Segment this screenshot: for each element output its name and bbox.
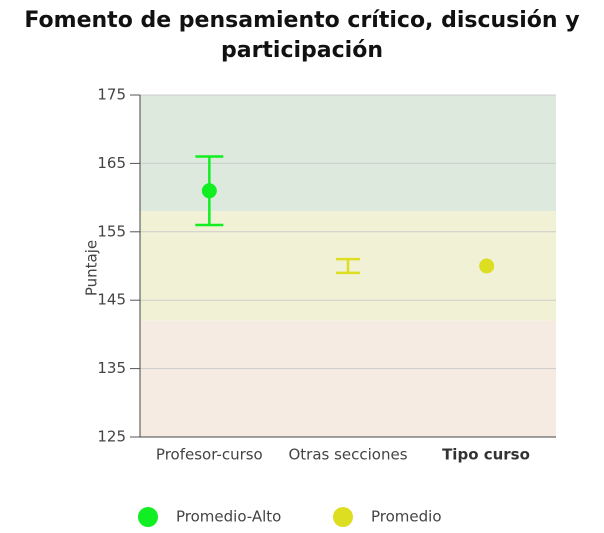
y-tick-label: 155 <box>97 222 126 240</box>
error-bar <box>336 257 360 275</box>
legend-marker <box>333 507 353 527</box>
band <box>140 95 556 212</box>
legend-marker <box>138 507 158 527</box>
y-tick-label: 135 <box>97 359 126 377</box>
band <box>140 320 556 437</box>
chart-title: Fomento de pensamiento crítico, discusió… <box>24 8 580 63</box>
point <box>201 183 217 199</box>
y-tick-label: 145 <box>97 291 126 309</box>
x-tick-label: Profesor-curso <box>156 446 263 464</box>
x-axis-label: Tipo curso <box>442 446 530 464</box>
legend-label: Promedio <box>371 508 442 526</box>
legend-label: Promedio-Alto <box>176 508 281 526</box>
y-axis-label: Puntaje <box>83 240 101 296</box>
y-tick-label: 125 <box>97 428 126 446</box>
point <box>479 258 495 274</box>
x-tick-label: Otras secciones <box>288 446 407 464</box>
y-tick-label: 165 <box>97 154 126 172</box>
y-tick-label: 175 <box>97 86 126 104</box>
